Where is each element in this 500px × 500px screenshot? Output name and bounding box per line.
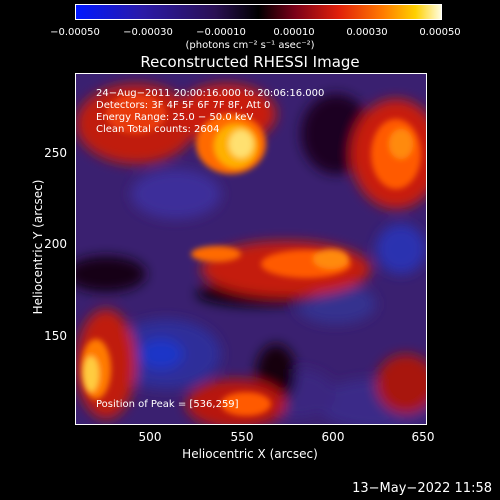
x-tick: 650	[411, 430, 435, 444]
clean-total-counts: Clean Total counts: 2604	[96, 124, 220, 135]
colorbar-units: (photons cm⁻² s⁻¹ asec⁻²)	[185, 40, 315, 51]
colorbar-tick: 0.00050	[419, 27, 461, 38]
colorbar-tick: −0.00010	[196, 27, 246, 38]
time-range: 24−Aug−2011 20:00:16.000 to 20:06:16.000	[96, 88, 325, 99]
x-axis-label: Heliocentric X (arcsec)	[182, 447, 318, 461]
solar-image-plot: 24−Aug−2011 20:00:16.000 to 20:06:16.000…	[75, 73, 427, 425]
y-axis-label: Heliocentric Y (arcsec)	[31, 179, 45, 315]
x-tick: 500	[138, 430, 162, 444]
image-title: Reconstructed RHESSI Image	[140, 53, 360, 71]
colorbar-tick: 0.00030	[346, 27, 388, 38]
x-tick: 600	[321, 430, 345, 444]
colorbar-tick: 0.00010	[273, 27, 315, 38]
colorbar-tick: −0.00050	[50, 27, 100, 38]
x-tick: 550	[230, 430, 254, 444]
footer-timestamp: 13−May−2022 11:58	[352, 481, 492, 496]
y-tick: 250	[44, 146, 67, 160]
y-tick: 150	[44, 329, 67, 343]
energy-range: Energy Range: 25.0 − 50.0 keV	[96, 112, 254, 123]
detectors: Detectors: 3F 4F 5F 6F 7F 8F, Att 0	[96, 100, 271, 111]
solar-image	[76, 74, 426, 424]
colorbar-tick: −0.00030	[123, 27, 173, 38]
y-tick: 200	[44, 237, 67, 251]
peak-position: Position of Peak = [536,259]	[96, 399, 239, 410]
colorbar	[75, 4, 442, 20]
